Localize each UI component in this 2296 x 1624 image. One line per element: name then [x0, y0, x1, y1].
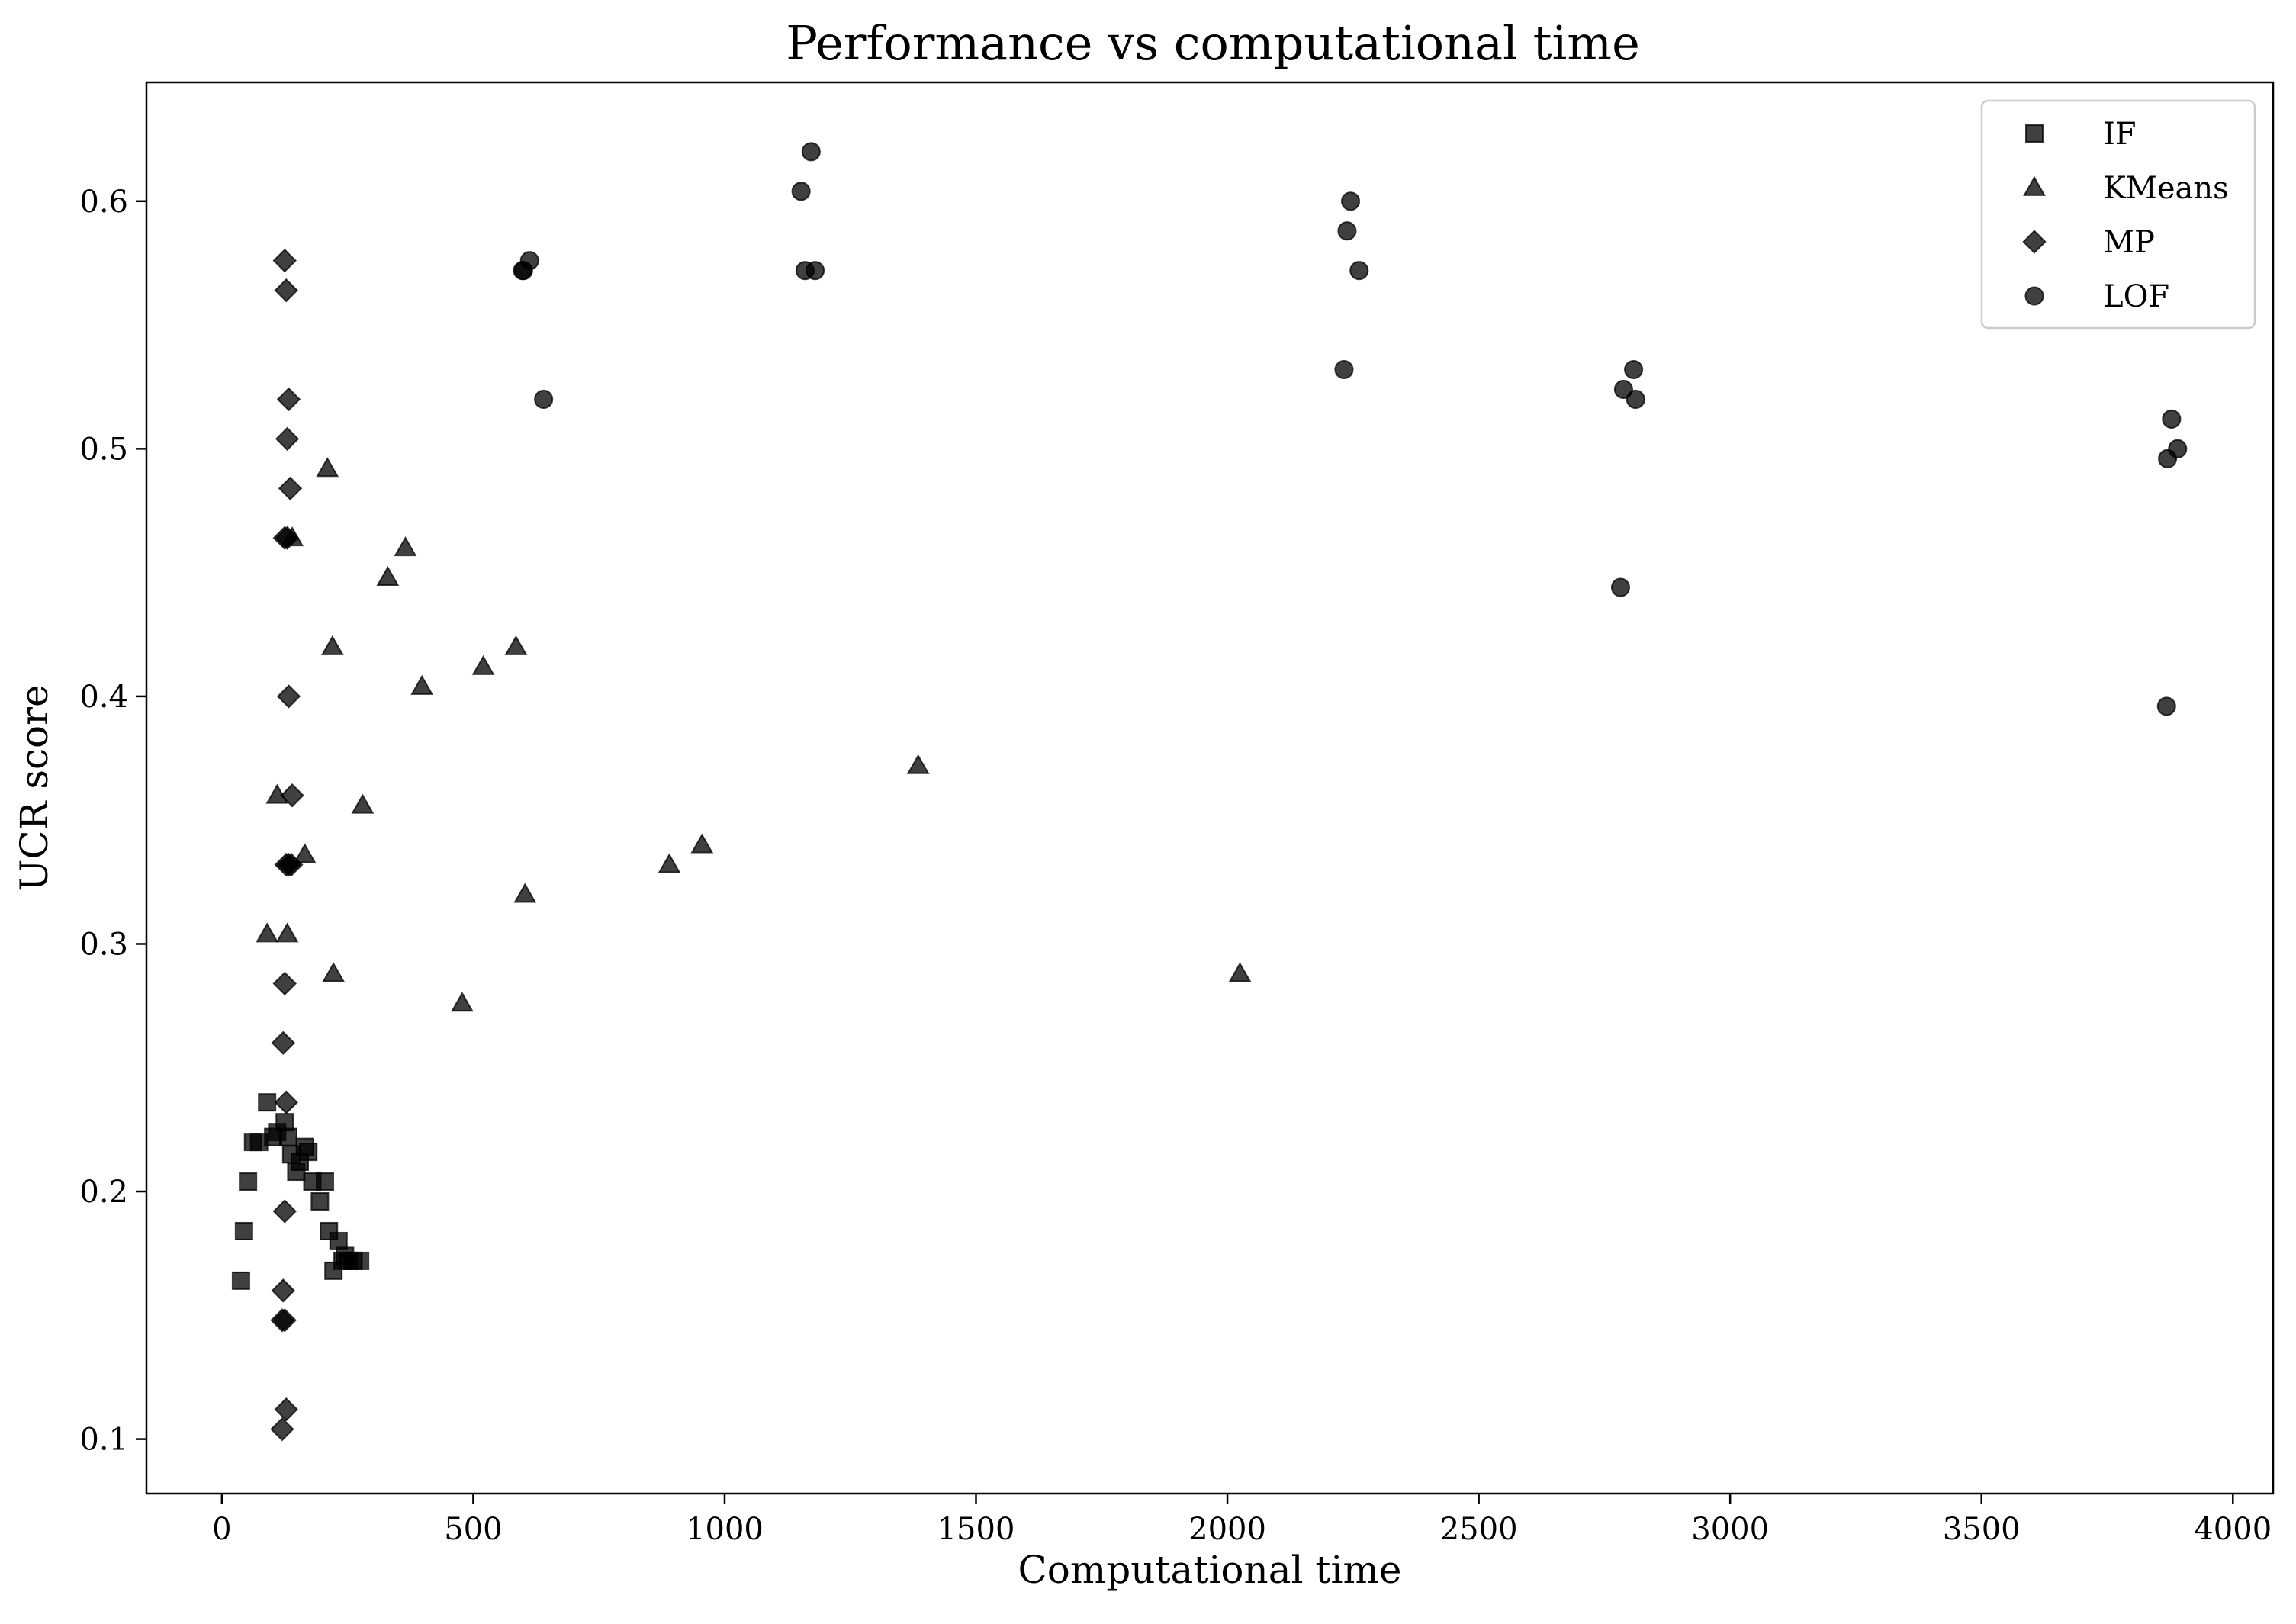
data-point-if [234, 1221, 253, 1240]
data-point-if [299, 1143, 318, 1162]
data-point-lof [1334, 359, 1354, 380]
data-point-lof [2156, 696, 2176, 716]
data-point-kmeans [690, 833, 714, 854]
data-point-kmeans [504, 635, 528, 655]
x-tick-label: 1500 [937, 1512, 1015, 1547]
data-point-kmeans [658, 853, 681, 873]
data-point-mp [274, 278, 298, 303]
x-tick-label: 2000 [1188, 1512, 1266, 1547]
series-lof [513, 142, 2188, 716]
x-axis: 0 500 1000 1500 2000 2500 3000 3500 4000 [212, 1494, 2272, 1547]
axes-frame [145, 81, 2275, 1495]
x-tick-label: 3500 [1943, 1512, 2021, 1547]
data-point-lof [534, 389, 554, 409]
chart-title: Performance vs computational time [786, 15, 1640, 71]
legend-marker-mp [2022, 230, 2047, 254]
data-point-mp [280, 783, 304, 808]
legend: IF KMeans MP LOF [1980, 99, 2256, 330]
legend-label-lof: LOF [2103, 279, 2169, 314]
data-point-mp [271, 1278, 295, 1303]
data-point-kmeans [320, 635, 344, 655]
data-point-kmeans [906, 754, 930, 774]
data-point-kmeans [376, 565, 400, 587]
legend-label-kmeans: KMeans [2103, 171, 2229, 206]
data-point-mp [272, 971, 297, 996]
data-point-if [278, 1127, 297, 1146]
data-point-mp [270, 1417, 294, 1442]
data-point-mp [272, 248, 297, 273]
data-point-mp [270, 1308, 294, 1333]
data-point-if [315, 1172, 334, 1191]
data-point-kmeans [513, 883, 537, 903]
y-tick-label: 0.3 [79, 927, 128, 962]
y-tick-label: 0.1 [79, 1423, 128, 1458]
x-tick-label: 500 [444, 1512, 502, 1547]
series-if [231, 1093, 370, 1290]
data-point-mp [275, 426, 300, 452]
x-axis-label: Computational time [1018, 1548, 1401, 1592]
y-tick-label: 0.6 [79, 185, 128, 220]
data-point-kmeans [316, 457, 339, 478]
data-point-mp [271, 1031, 295, 1056]
data-point-lof [1337, 221, 1357, 241]
data-point-lof [1624, 359, 1644, 380]
data-point-kmeans [450, 992, 474, 1012]
legend-label-if: IF [2103, 117, 2137, 152]
data-point-kmeans [351, 793, 375, 814]
data-point-mp [274, 1397, 298, 1422]
data-point-lof [1349, 261, 1369, 281]
data-point-lof [1340, 191, 1361, 211]
data-point-lof [519, 251, 539, 271]
data-point-lof [2168, 439, 2188, 458]
x-tick-label: 1000 [686, 1512, 764, 1547]
data-point-lof [806, 261, 825, 281]
data-point-mp [279, 852, 304, 877]
legend-marker-kmeans [2023, 175, 2046, 196]
data-point-mp [276, 387, 301, 412]
x-tick-label: 0 [212, 1512, 231, 1547]
series-mp [270, 248, 304, 1442]
data-point-kmeans [322, 962, 346, 982]
data-point-kmeans [256, 922, 279, 943]
y-axis: 0.1 0.2 0.3 0.4 0.5 0.6 [79, 185, 146, 1458]
legend-marker-lof [2024, 286, 2044, 306]
x-tick-label: 4000 [2194, 1512, 2272, 1547]
data-point-lof [801, 142, 821, 162]
x-tick-label: 3000 [1691, 1512, 1769, 1547]
data-point-kmeans [1228, 962, 1252, 982]
y-tick-label: 0.2 [79, 1175, 128, 1210]
data-point-lof [1626, 389, 1645, 409]
data-point-if [351, 1251, 370, 1270]
data-point-kmeans [293, 843, 317, 863]
data-point-if [310, 1192, 330, 1211]
data-point-mp [272, 1199, 297, 1224]
plot-area [231, 142, 2188, 1442]
data-point-mp [272, 526, 297, 550]
legend-label-mp: MP [2103, 225, 2155, 260]
x-tick-label: 2500 [1440, 1512, 1518, 1547]
data-point-lof [1610, 577, 1631, 597]
data-point-mp [274, 1090, 298, 1114]
data-point-kmeans [410, 674, 434, 695]
data-point-mp [276, 684, 301, 709]
y-tick-label: 0.4 [79, 680, 128, 715]
data-point-if [239, 1172, 258, 1191]
data-point-kmeans [394, 535, 417, 557]
y-axis-label: UCR score [12, 684, 56, 891]
legend-box [1980, 99, 2256, 330]
data-point-lof [791, 182, 811, 201]
data-point-kmeans [471, 654, 495, 675]
data-point-mp [278, 476, 303, 500]
data-point-lof [2162, 409, 2182, 429]
data-point-if [231, 1271, 250, 1290]
y-tick-label: 0.5 [79, 432, 128, 467]
data-point-kmeans [275, 922, 299, 943]
legend-marker-if [2025, 124, 2044, 143]
data-point-if [258, 1093, 277, 1112]
